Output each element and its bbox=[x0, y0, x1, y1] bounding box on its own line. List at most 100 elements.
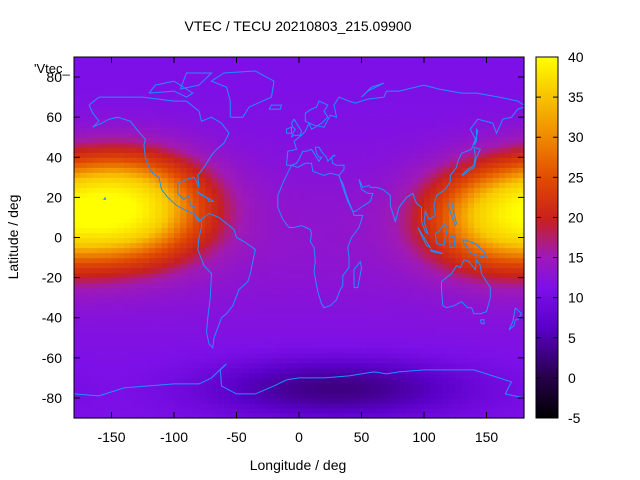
heat-cell bbox=[486, 382, 494, 389]
heat-cell bbox=[161, 297, 169, 304]
heat-cell bbox=[255, 367, 263, 374]
heat-cell bbox=[349, 202, 356, 209]
heat-cell bbox=[399, 392, 406, 399]
heat-cell bbox=[374, 157, 381, 163]
heat-cell bbox=[480, 257, 488, 264]
heat-cell bbox=[411, 137, 419, 143]
heat-cell bbox=[324, 222, 331, 229]
heat-cell bbox=[305, 62, 313, 68]
heat-cell bbox=[274, 322, 281, 329]
heat-cell bbox=[411, 207, 419, 214]
heat-cell bbox=[199, 77, 206, 83]
heat-cell bbox=[180, 237, 188, 244]
heat-cell bbox=[105, 387, 113, 394]
heat-cell bbox=[392, 167, 400, 173]
heat-cell bbox=[167, 227, 175, 234]
heat-cell bbox=[211, 77, 219, 83]
heat-cell bbox=[436, 337, 444, 344]
heat-cell bbox=[461, 362, 469, 369]
heat-cell bbox=[274, 262, 281, 269]
heat-cell bbox=[374, 167, 381, 173]
heat-cell bbox=[130, 322, 138, 329]
heat-cell bbox=[242, 192, 250, 198]
heat-cell bbox=[155, 122, 163, 128]
heat-cell bbox=[380, 107, 388, 113]
heat-cell bbox=[305, 72, 313, 78]
heat-cell bbox=[224, 252, 231, 259]
heat-cell bbox=[455, 262, 463, 269]
heat-cell bbox=[124, 232, 131, 239]
heat-cell bbox=[99, 252, 106, 259]
heat-cell bbox=[142, 367, 150, 374]
heat-cell bbox=[186, 207, 194, 214]
heat-cell bbox=[92, 327, 100, 334]
heat-cell bbox=[261, 372, 269, 379]
heat-cell bbox=[92, 62, 100, 68]
heat-cell bbox=[367, 57, 375, 63]
heat-cell bbox=[499, 252, 506, 259]
heat-cell bbox=[374, 267, 381, 274]
heat-cell bbox=[136, 187, 144, 193]
heat-cell bbox=[299, 157, 306, 163]
heat-cell bbox=[155, 72, 163, 78]
heat-cell bbox=[199, 112, 206, 118]
heat-cell bbox=[224, 167, 231, 173]
heat-cell bbox=[249, 82, 256, 88]
heat-cell bbox=[80, 117, 88, 123]
heat-cell bbox=[167, 107, 175, 113]
heat-cell bbox=[436, 367, 444, 374]
heat-cell bbox=[217, 287, 225, 294]
heat-cell bbox=[442, 82, 450, 88]
heat-cell bbox=[230, 372, 238, 379]
heat-cell bbox=[417, 107, 425, 113]
heat-cell bbox=[124, 162, 131, 168]
heat-cell bbox=[255, 82, 263, 88]
heat-cell bbox=[386, 82, 394, 88]
heat-cell bbox=[255, 332, 263, 339]
heat-cell bbox=[299, 87, 306, 93]
heat-cell bbox=[455, 177, 463, 183]
heat-cell bbox=[224, 207, 231, 214]
heat-cell bbox=[499, 127, 506, 133]
heat-cell bbox=[286, 292, 294, 299]
heat-cell bbox=[486, 147, 494, 153]
heat-cell bbox=[274, 232, 281, 239]
heat-cell bbox=[280, 127, 288, 133]
heat-cell bbox=[267, 402, 275, 409]
heat-cell bbox=[149, 302, 156, 309]
heat-cell bbox=[167, 142, 175, 148]
heat-cell bbox=[386, 367, 394, 374]
heat-cell bbox=[317, 217, 325, 224]
heat-cell bbox=[336, 192, 344, 198]
heat-cell bbox=[349, 192, 356, 198]
heat-cell bbox=[274, 107, 281, 113]
heat-cell bbox=[267, 352, 275, 359]
heat-cell bbox=[142, 397, 150, 404]
heat-cell bbox=[192, 312, 200, 319]
heat-cell bbox=[349, 227, 356, 234]
heat-cell bbox=[211, 127, 219, 133]
heat-cell bbox=[261, 327, 269, 334]
heat-cell bbox=[324, 162, 331, 168]
heat-cell bbox=[274, 87, 281, 93]
heat-cell bbox=[311, 182, 319, 188]
heat-cell bbox=[155, 312, 163, 319]
heat-cell bbox=[367, 222, 375, 229]
heat-cell bbox=[161, 272, 169, 279]
heat-cell bbox=[80, 277, 88, 284]
heat-cell bbox=[180, 377, 188, 384]
heat-cell bbox=[474, 267, 481, 274]
heat-cell bbox=[92, 397, 100, 404]
heat-cell bbox=[374, 147, 381, 153]
heat-cell bbox=[124, 182, 131, 188]
heat-cell bbox=[92, 342, 100, 349]
heat-cell bbox=[192, 72, 200, 78]
heat-cell bbox=[105, 337, 113, 344]
heat-cell bbox=[449, 57, 456, 63]
heat-cell bbox=[486, 137, 494, 143]
heat-cell bbox=[161, 122, 169, 128]
heat-cell bbox=[92, 247, 100, 254]
heat-cell bbox=[480, 187, 488, 193]
heat-cell bbox=[117, 157, 125, 163]
heat-cell bbox=[92, 267, 100, 274]
